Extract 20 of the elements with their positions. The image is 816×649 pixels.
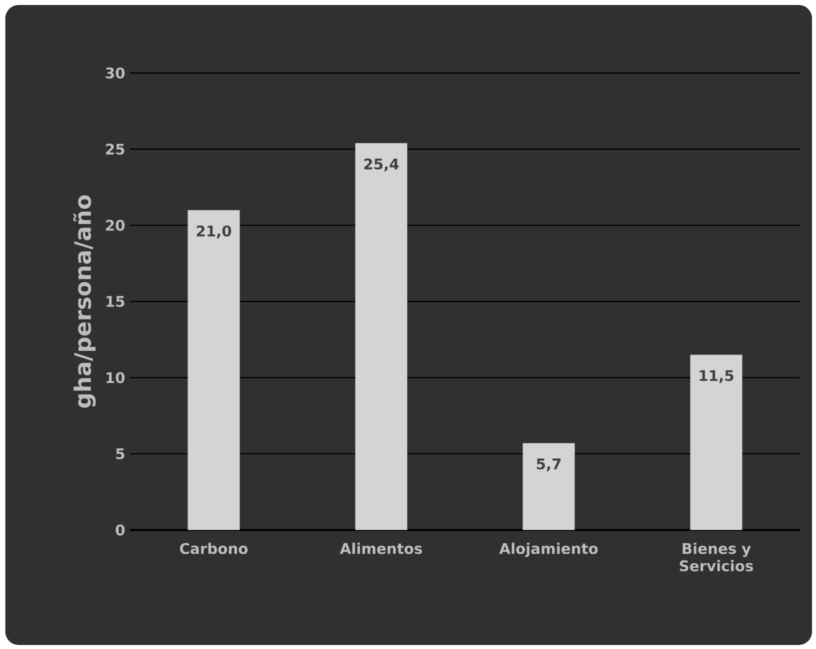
y-tick-label: 0: [116, 524, 125, 536]
y-tick-label: 15: [106, 296, 124, 307]
bar: [188, 210, 240, 530]
y-tick-label: 20: [106, 220, 125, 231]
y-tick-label: 30: [106, 67, 125, 79]
data-label: 5,7: [536, 458, 561, 472]
x-tick-label: Alimentos: [340, 542, 422, 554]
bar: [522, 443, 575, 530]
y-tick-label: 25: [106, 144, 124, 155]
x-tick-label: Carbono: [180, 542, 248, 554]
y-tick-label: 10: [106, 372, 125, 384]
y-axis-title: gha/persona/año: [73, 195, 96, 408]
data-label: 21,0: [196, 225, 232, 238]
bar: [690, 354, 742, 530]
bar: [355, 143, 408, 530]
y-tick-label: 5: [116, 448, 124, 460]
x-tick-label: Bienes y Servicios: [680, 542, 753, 572]
data-label: 25,4: [364, 158, 399, 172]
data-label: 11,5: [700, 370, 734, 383]
x-tick-label: Alojamiento: [499, 542, 598, 558]
